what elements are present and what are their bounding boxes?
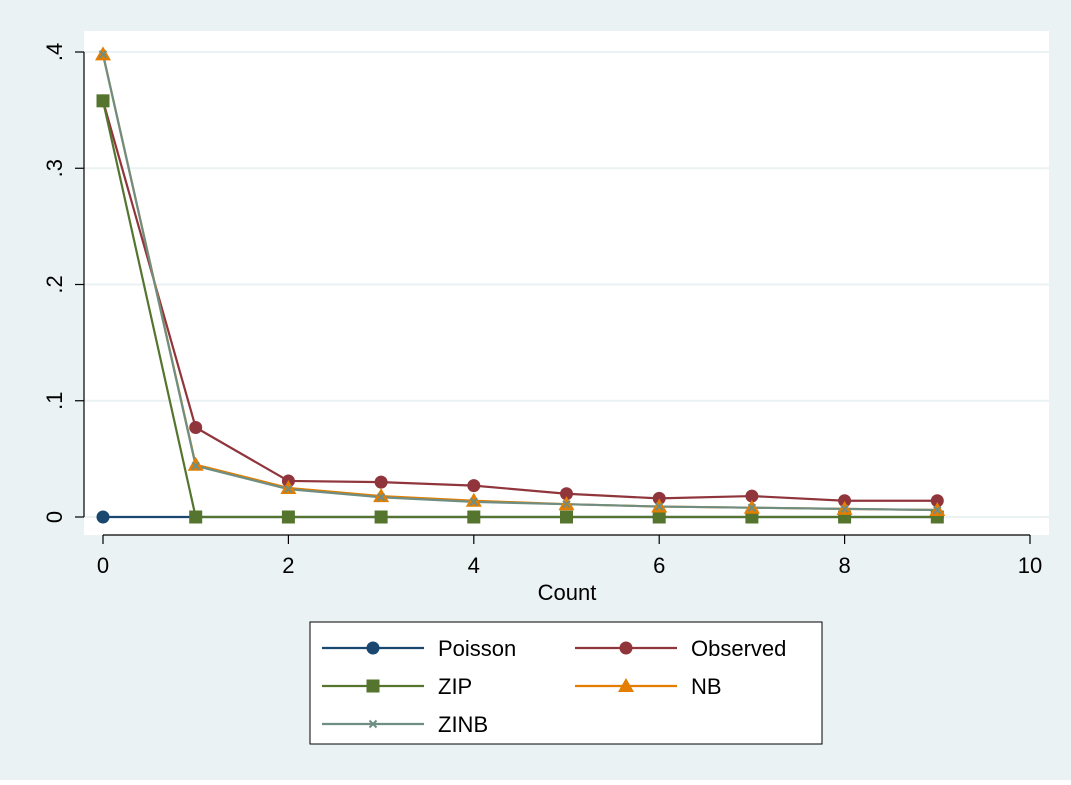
y-tick-label-1: .1 (42, 392, 67, 410)
data-point-poisson-0 (96, 510, 110, 524)
plot-area (84, 31, 1049, 535)
legend-marker-zinb (368, 719, 378, 729)
y-tick-label-4: .4 (42, 43, 67, 61)
y-tick-label-2: .2 (42, 275, 67, 293)
data-point-nb-1 (187, 456, 204, 471)
data-point-zinb-1 (191, 461, 200, 471)
data-point-observed-8 (838, 494, 852, 508)
legend-label-poisson: Poisson (438, 636, 516, 661)
legend-label-observed: Observed (691, 636, 786, 661)
data-point-zinb-6 (654, 502, 664, 511)
data-point-observed-1 (189, 420, 203, 434)
data-point-zinb-3 (376, 493, 386, 502)
series-line-zip (101, 100, 938, 519)
legend-label-zip: ZIP (438, 674, 472, 699)
x-tick-label-4: 8 (838, 553, 850, 578)
data-point-nb-2 (280, 479, 297, 494)
x-tick-label-2: 4 (468, 553, 480, 578)
data-point-nb-3 (373, 488, 390, 503)
data-point-zip-5 (560, 510, 573, 524)
legend-marker-poisson (366, 641, 380, 655)
legend-marker-nb (618, 678, 634, 692)
series-lines (101, 54, 938, 519)
data-point-zip-2 (281, 510, 295, 524)
data-point-observed-3 (374, 475, 388, 489)
legend-label-zinb: ZINB (438, 712, 488, 737)
data-point-zip-7 (745, 510, 759, 524)
series-line-observed (101, 100, 938, 502)
data-point-zinb-2 (284, 484, 293, 494)
data-point-zip-6 (652, 510, 666, 524)
data-point-zip-1 (189, 510, 203, 524)
legend-marker-observed (619, 641, 633, 655)
series-markers (95, 46, 946, 524)
data-point-zinb-8 (840, 504, 849, 514)
data-point-zip-4 (467, 510, 481, 524)
data-point-zip-3 (374, 510, 388, 524)
axes: 0 2 4 6 8 10 0 .1 .2 .3 .4 (42, 43, 1042, 578)
x-axis-label: Count (538, 580, 597, 605)
x-tick-label-3: 6 (653, 553, 665, 578)
data-point-zinb-9 (933, 505, 942, 515)
data-point-observed-4 (467, 479, 481, 493)
y-tick-label-0: 0 (42, 511, 67, 523)
series-line-zinb (101, 54, 938, 512)
data-point-zinb-7 (747, 503, 757, 512)
data-point-zip-0 (96, 94, 110, 108)
x-tick-label-5: 10 (1018, 553, 1042, 578)
x-tick-label-1: 2 (282, 553, 294, 578)
data-point-zinb-5 (562, 500, 571, 509)
y-tick-label-3: .3 (42, 159, 67, 177)
legend-label-nb: NB (691, 674, 722, 699)
data-point-zinb-0 (98, 50, 108, 59)
data-point-nb-4 (465, 492, 482, 507)
legend-marker-zip (366, 679, 380, 693)
legend: Poisson Observed ZIP NB ZINB (309, 621, 823, 745)
x-tick-label-0: 0 (97, 553, 109, 578)
data-point-zinb-4 (469, 497, 479, 507)
data-point-observed-9 (930, 494, 944, 508)
data-point-observed-7 (745, 489, 759, 503)
data-point-observed-6 (652, 491, 666, 505)
data-point-observed-5 (560, 487, 573, 501)
